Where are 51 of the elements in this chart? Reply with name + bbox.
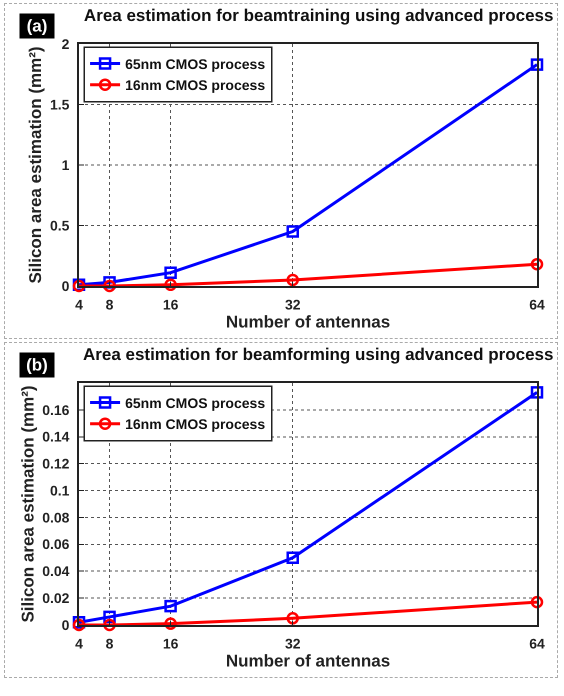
legend-label: 65nm CMOS process — [125, 56, 266, 72]
point — [164, 600, 177, 612]
x-axis-title: Number of antennas — [226, 652, 390, 671]
y-tick-label: 0.12 — [42, 456, 70, 472]
point — [286, 225, 299, 238]
x-axis-title: Number of antennas — [226, 312, 390, 332]
y-tick-label: 1.5 — [50, 96, 70, 112]
x-tick-label: 4 — [75, 296, 84, 313]
y-tick-label: 0.1 — [50, 482, 70, 498]
x-tick-label: 32 — [284, 636, 301, 652]
point — [103, 280, 116, 292]
point — [164, 278, 177, 292]
point — [286, 274, 299, 286]
x-tick-label: 64 — [529, 636, 545, 652]
x-tick-label: 8 — [106, 636, 114, 652]
x-tick-label: 8 — [106, 296, 114, 313]
chart-title: Area estimation for beamforming using advanced process — [82, 344, 554, 364]
y-tick-label: 2 — [62, 36, 70, 52]
y-tick-label: 0.5 — [50, 217, 70, 234]
point — [103, 618, 116, 632]
x-tick-label: 16 — [162, 296, 179, 313]
point — [286, 552, 299, 564]
y-tick-label: 0.08 — [42, 509, 70, 526]
point — [530, 58, 544, 71]
y-tick-label: 0.14 — [42, 428, 70, 445]
point — [530, 596, 544, 608]
y-tick-label: 0 — [62, 616, 70, 633]
x-tick-label: 16 — [162, 636, 179, 652]
legend-label: 16nm CMOS process — [125, 416, 266, 432]
x-tick-label: 32 — [284, 296, 301, 313]
legend-label: 65nm CMOS process — [125, 394, 266, 411]
point — [530, 386, 544, 399]
point — [286, 612, 299, 625]
y-tick-label: 1 — [62, 156, 70, 173]
x-tick-label: 4 — [75, 636, 84, 652]
x-tick-label: 64 — [529, 296, 545, 313]
y-axis-title: Silicon area estimation (mm²) — [18, 385, 38, 623]
point — [164, 617, 177, 630]
y-tick-label: 0.02 — [42, 590, 70, 606]
point — [164, 266, 177, 279]
text: (a) — [26, 16, 48, 36]
legend-label: 16nm CMOS process — [125, 77, 266, 94]
y-axis-title: Silicon area estimation (mm²) — [26, 46, 46, 284]
text: (b) — [26, 356, 48, 374]
point — [530, 258, 544, 270]
y-tick-label: 0.16 — [42, 402, 70, 418]
y-tick-label: 0 — [62, 278, 70, 294]
point — [72, 618, 86, 632]
y-tick-label: 0.04 — [42, 563, 70, 580]
chart-title: Area estimation for beamtraining using advanced process — [84, 6, 554, 25]
y-tick-label: 0.06 — [42, 536, 70, 552]
